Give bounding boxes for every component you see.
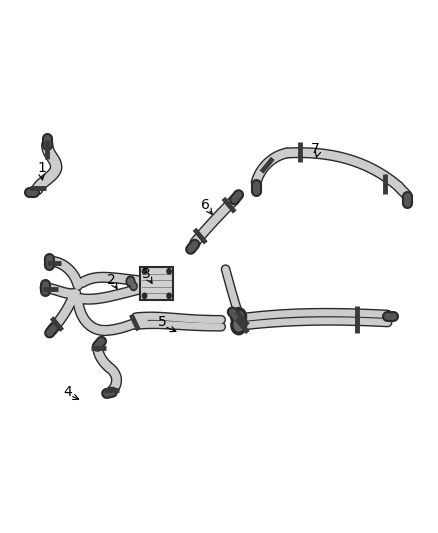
Circle shape <box>128 278 133 285</box>
Circle shape <box>231 316 247 335</box>
Circle shape <box>167 269 171 274</box>
FancyBboxPatch shape <box>140 267 173 300</box>
Text: 2: 2 <box>107 273 116 287</box>
Circle shape <box>142 269 147 274</box>
Circle shape <box>130 282 137 290</box>
Text: 4: 4 <box>64 385 72 399</box>
Text: 6: 6 <box>201 198 210 212</box>
Text: 1: 1 <box>37 161 46 175</box>
Circle shape <box>234 319 244 331</box>
Circle shape <box>142 293 147 298</box>
Text: 3: 3 <box>142 268 151 281</box>
Circle shape <box>131 284 136 289</box>
Circle shape <box>231 308 247 327</box>
Circle shape <box>126 276 135 287</box>
Text: 5: 5 <box>158 316 166 329</box>
Circle shape <box>234 311 244 323</box>
Text: 7: 7 <box>311 142 320 156</box>
Circle shape <box>167 293 171 298</box>
